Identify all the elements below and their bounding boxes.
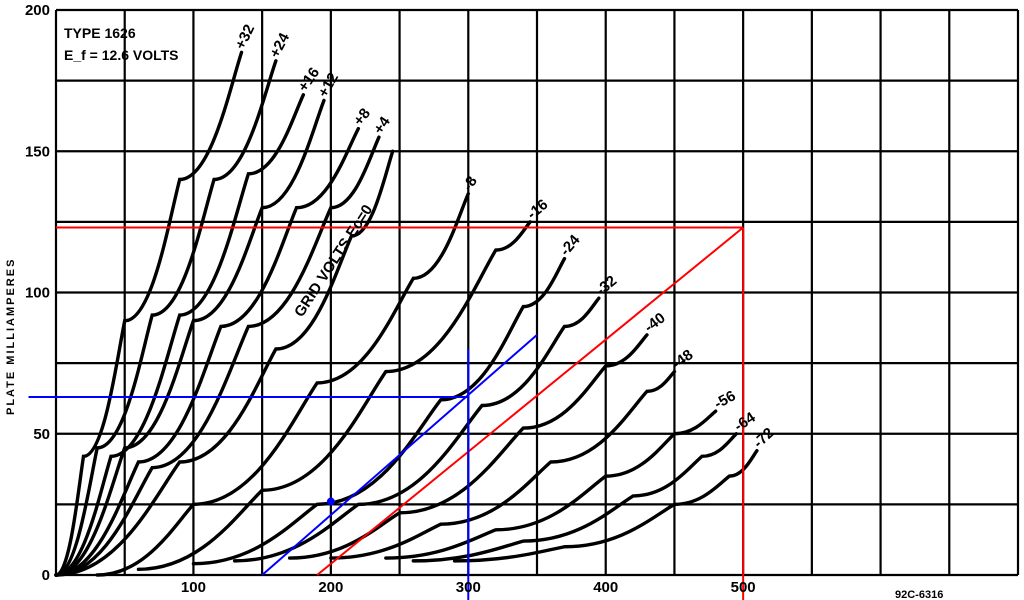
y-tick-150: 150: [25, 143, 50, 160]
overlay-line: [316, 226, 744, 576]
y-tick-100: 100: [25, 285, 50, 302]
y-tick-200: 200: [25, 2, 50, 19]
curve-label--32: -32: [593, 272, 621, 299]
chart-subtitle: E_f = 12.6 VOLTS: [64, 47, 179, 63]
curve-+12: [54, 98, 326, 577]
curve-label--16: -16: [524, 196, 552, 223]
curve-label--48: -48: [669, 346, 697, 372]
curve-label-+4: +4: [370, 113, 394, 137]
grid: [54, 8, 1020, 577]
x-tick-400: 400: [593, 579, 618, 596]
curve--72: [452, 449, 759, 563]
overlay-group: [28, 226, 745, 600]
curve-+32: [54, 50, 244, 577]
curve-label-+32: +32: [232, 22, 258, 52]
curve--64: [411, 432, 738, 563]
x-tick-labels: 100 200 300 400 500: [181, 579, 756, 596]
footer-code: 92C-6316: [895, 589, 943, 600]
overlay-line: [261, 334, 538, 576]
y-tick-0: 0: [42, 567, 50, 584]
curve-label--40: -40: [641, 309, 669, 336]
curve--48: [329, 369, 677, 560]
y-tick-labels: 0 50 100 150 200: [25, 2, 50, 584]
x-tick-300: 300: [456, 579, 481, 596]
curve-group: [54, 50, 759, 577]
curve-+16: [54, 93, 306, 577]
operating-point: [326, 497, 335, 506]
curve-label--24: -24: [557, 231, 584, 259]
curve-+8: [54, 126, 361, 577]
y-tick-50: 50: [33, 426, 50, 443]
curve-label--56: -56: [711, 387, 738, 412]
curve--16: [136, 220, 532, 572]
y-axis-label: PLATE MILLIAMPERES: [5, 258, 17, 415]
curve-label-+8: +8: [350, 105, 374, 129]
curve-0: [54, 149, 395, 577]
curve-label-+24: +24: [266, 30, 293, 61]
curve--8: [95, 191, 470, 577]
curve-label--64: -64: [731, 409, 759, 435]
x-tick-200: 200: [318, 579, 343, 596]
curve-+24: [54, 59, 278, 577]
grid-volts-label: GRID VOLTS Ec=0: [291, 202, 376, 320]
curve-label--72: -72: [750, 424, 777, 451]
x-tick-100: 100: [181, 579, 206, 596]
curve-+4: [54, 135, 381, 577]
curve-label--8: -8: [459, 173, 481, 193]
chart-title: TYPE 1626: [64, 25, 136, 41]
x-tick-500: 500: [731, 579, 756, 596]
curve--24: [191, 256, 567, 566]
